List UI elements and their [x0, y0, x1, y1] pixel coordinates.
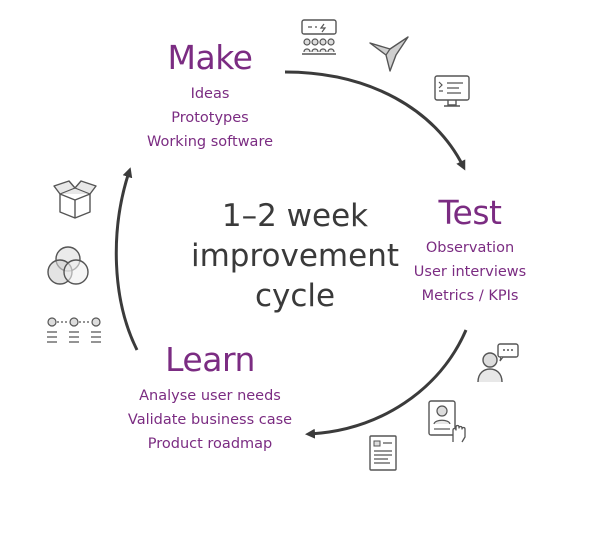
open-box-icon	[53, 180, 97, 219]
center-line: improvement	[190, 238, 399, 274]
learn-item: Analyse user needs	[139, 388, 281, 404]
make-item: Working software	[146, 134, 274, 150]
make-item: Ideas	[190, 86, 230, 102]
monitor-checklist-icon	[434, 75, 470, 107]
venn-diagram-icon	[47, 246, 89, 285]
make-title: Make	[167, 38, 253, 77]
center-line: 1–2 week	[221, 198, 369, 234]
make-item: Prototypes	[171, 110, 249, 126]
test-item: User interviews	[413, 264, 527, 280]
learn-item: Product roadmap	[147, 436, 273, 452]
profile-card-touch-icon	[428, 400, 466, 443]
paper-plane-bird-icon	[369, 36, 409, 72]
person-speech-bubble-icon	[477, 343, 519, 383]
learn-item: Validate business case	[127, 412, 293, 428]
learn-items: Analyse user needs Validate business cas…	[110, 384, 310, 456]
test-title: Test	[438, 193, 503, 232]
test-items: Observation User interviews Metrics / KP…	[395, 236, 545, 308]
arrow-test-to-learn	[305, 329, 468, 439]
process-flow-icon	[47, 317, 101, 343]
workshop-icon	[301, 19, 337, 55]
test-item: Observation	[425, 240, 515, 256]
arrow-make-to-test	[284, 70, 466, 171]
test-item: Metrics / KPIs	[421, 288, 519, 304]
arrow-learn-to-make	[114, 167, 139, 351]
center-line: cycle	[254, 278, 336, 314]
learn-title: Learn	[165, 340, 255, 379]
center-label: 1–2 week improvement cycle	[180, 196, 410, 316]
document-list-icon	[369, 435, 397, 471]
make-items: Ideas Prototypes Working software	[120, 82, 300, 154]
